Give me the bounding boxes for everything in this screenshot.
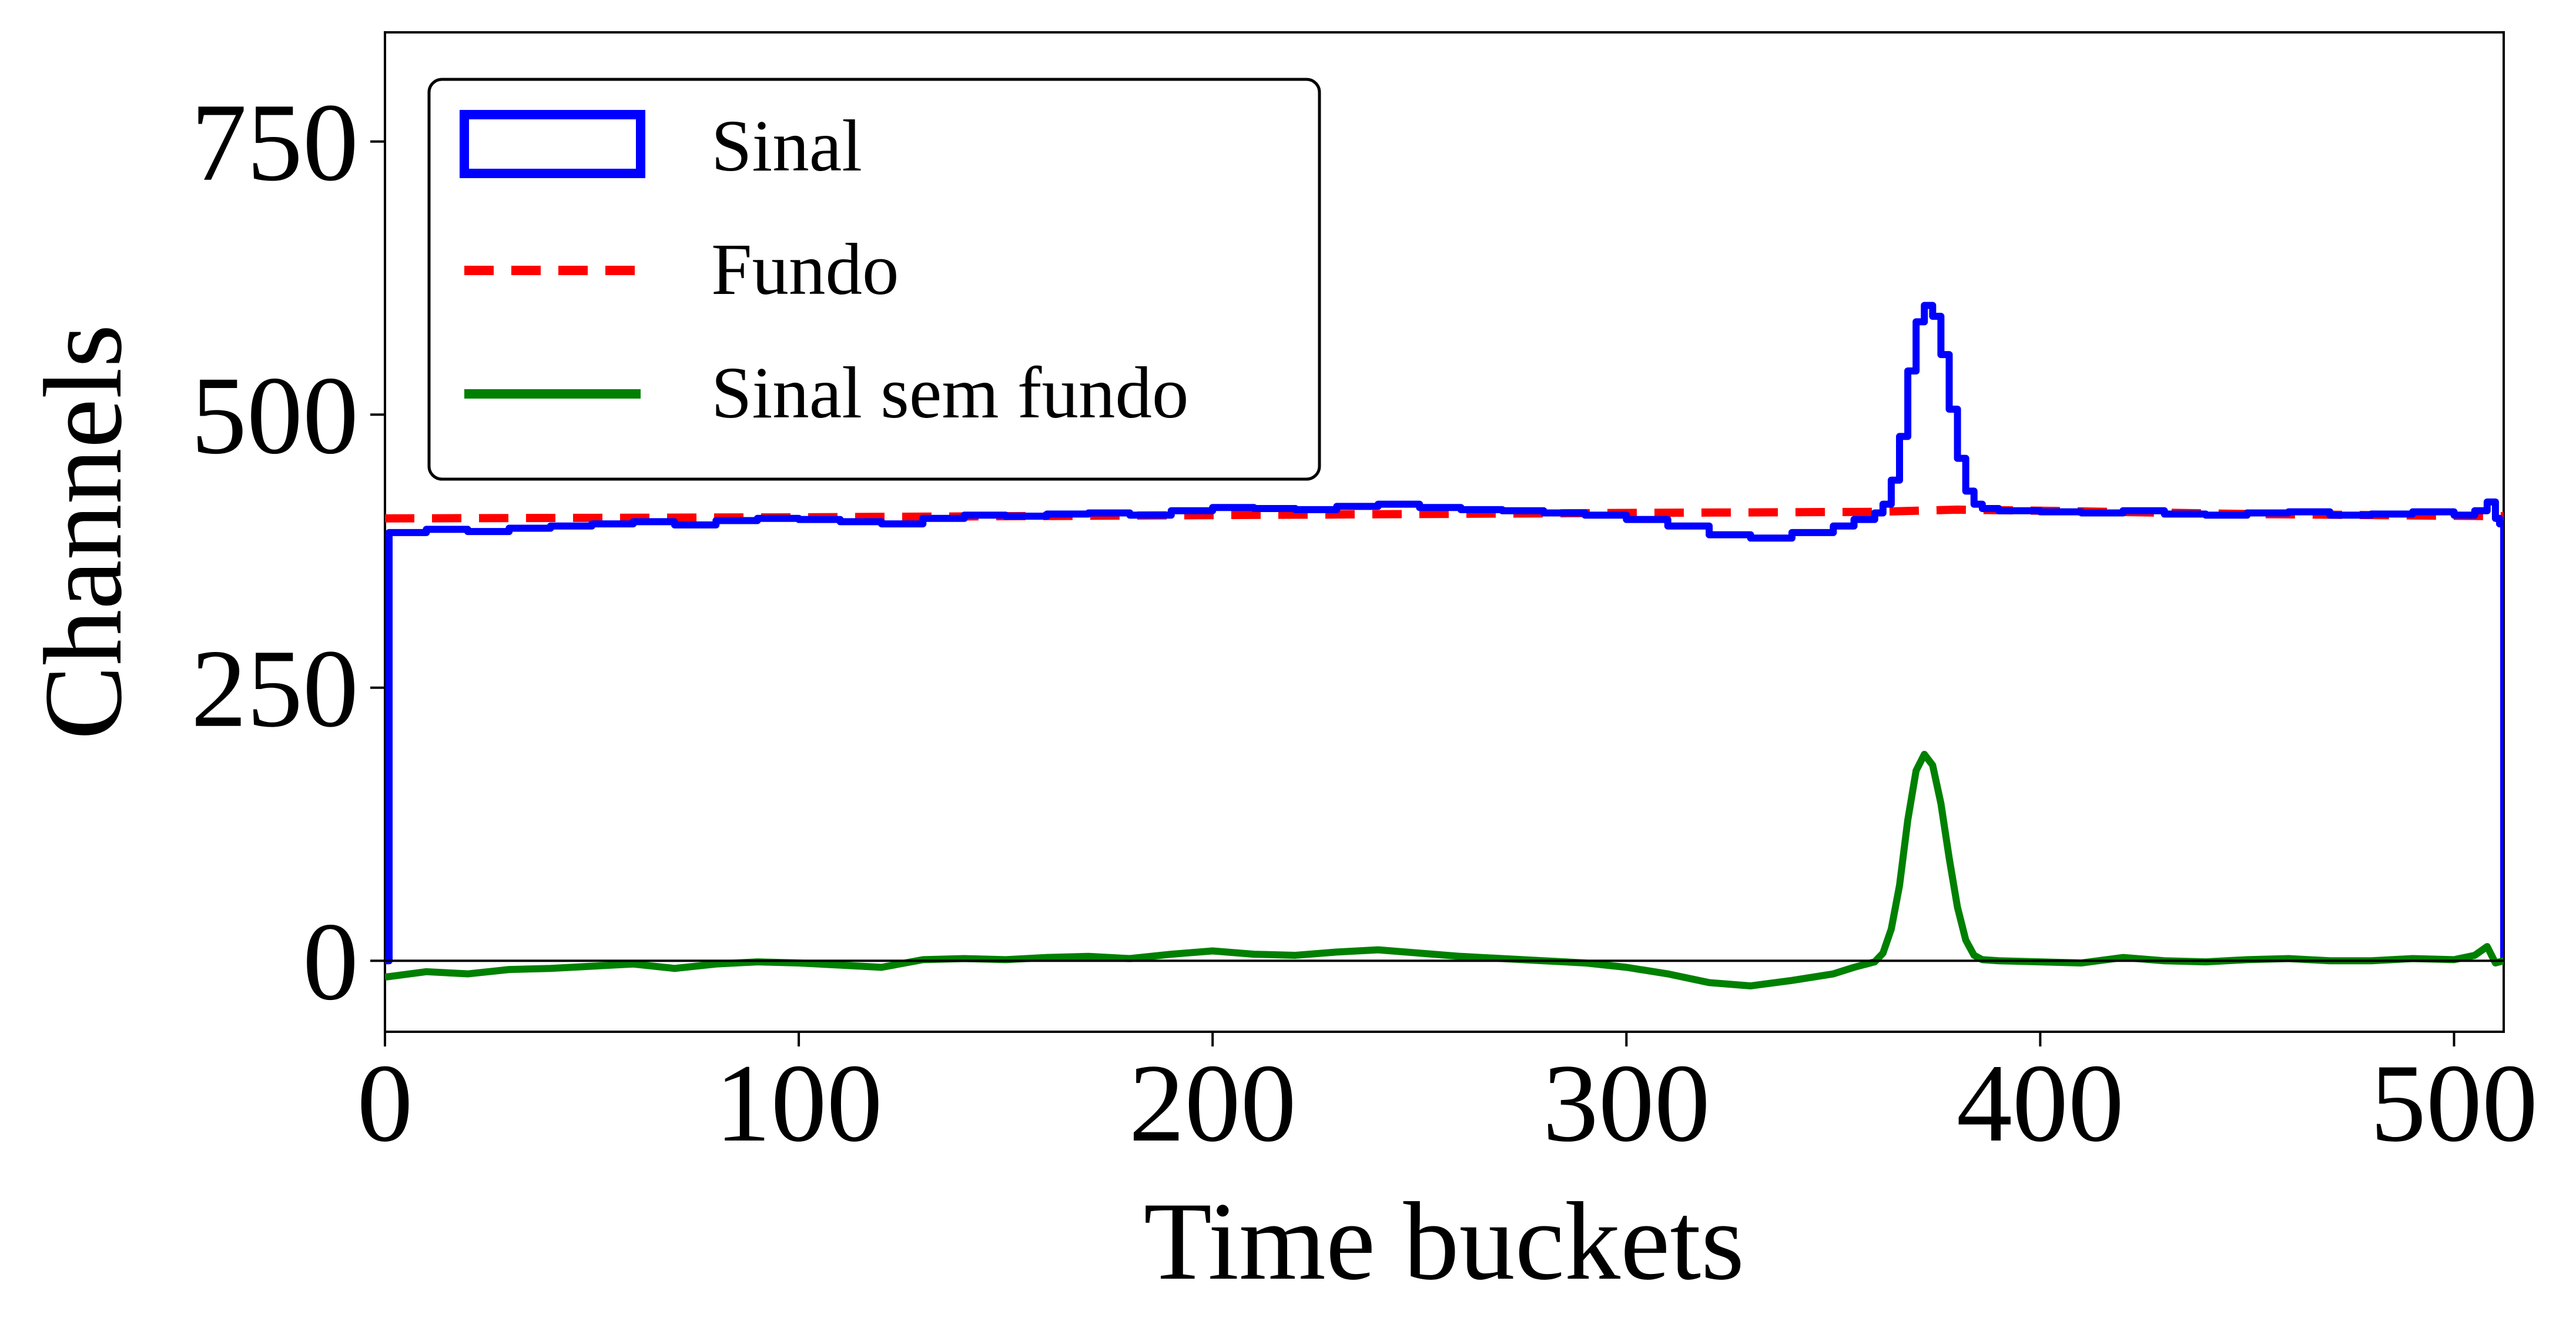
y-tick-label: 750 — [191, 81, 359, 205]
y-tick-label: 0 — [303, 900, 359, 1024]
x-tick-label: 400 — [1957, 1042, 2124, 1165]
x-axis-label: Time buckets — [1144, 1180, 1744, 1303]
y-tick-label: 500 — [191, 354, 359, 477]
y-axis-ticks: 0 250 500 750 — [191, 81, 385, 1024]
legend-label-fundo: Fundo — [711, 229, 899, 310]
x-tick-label: 0 — [357, 1042, 413, 1165]
legend: Sinal Fundo Sinal sem fundo — [427, 78, 1321, 481]
x-tick-label: 200 — [1129, 1042, 1297, 1165]
x-tick-label: 500 — [2370, 1042, 2538, 1165]
x-axis-ticks: 0 100 200 300 400 500 — [357, 1032, 2538, 1165]
y-axis-label: Channels — [22, 324, 145, 740]
legend-label-sinal-sem-fundo: Sinal sem fundo — [711, 353, 1188, 434]
legend-box — [427, 78, 1321, 481]
series-sinal — [385, 302, 2504, 965]
legend-label-sinal: Sinal — [711, 106, 862, 187]
x-tick-label: 300 — [1543, 1042, 1710, 1165]
y-tick-label: 250 — [191, 627, 359, 751]
legend-swatch-sinal — [460, 110, 645, 178]
x-tick-label: 100 — [715, 1042, 883, 1165]
